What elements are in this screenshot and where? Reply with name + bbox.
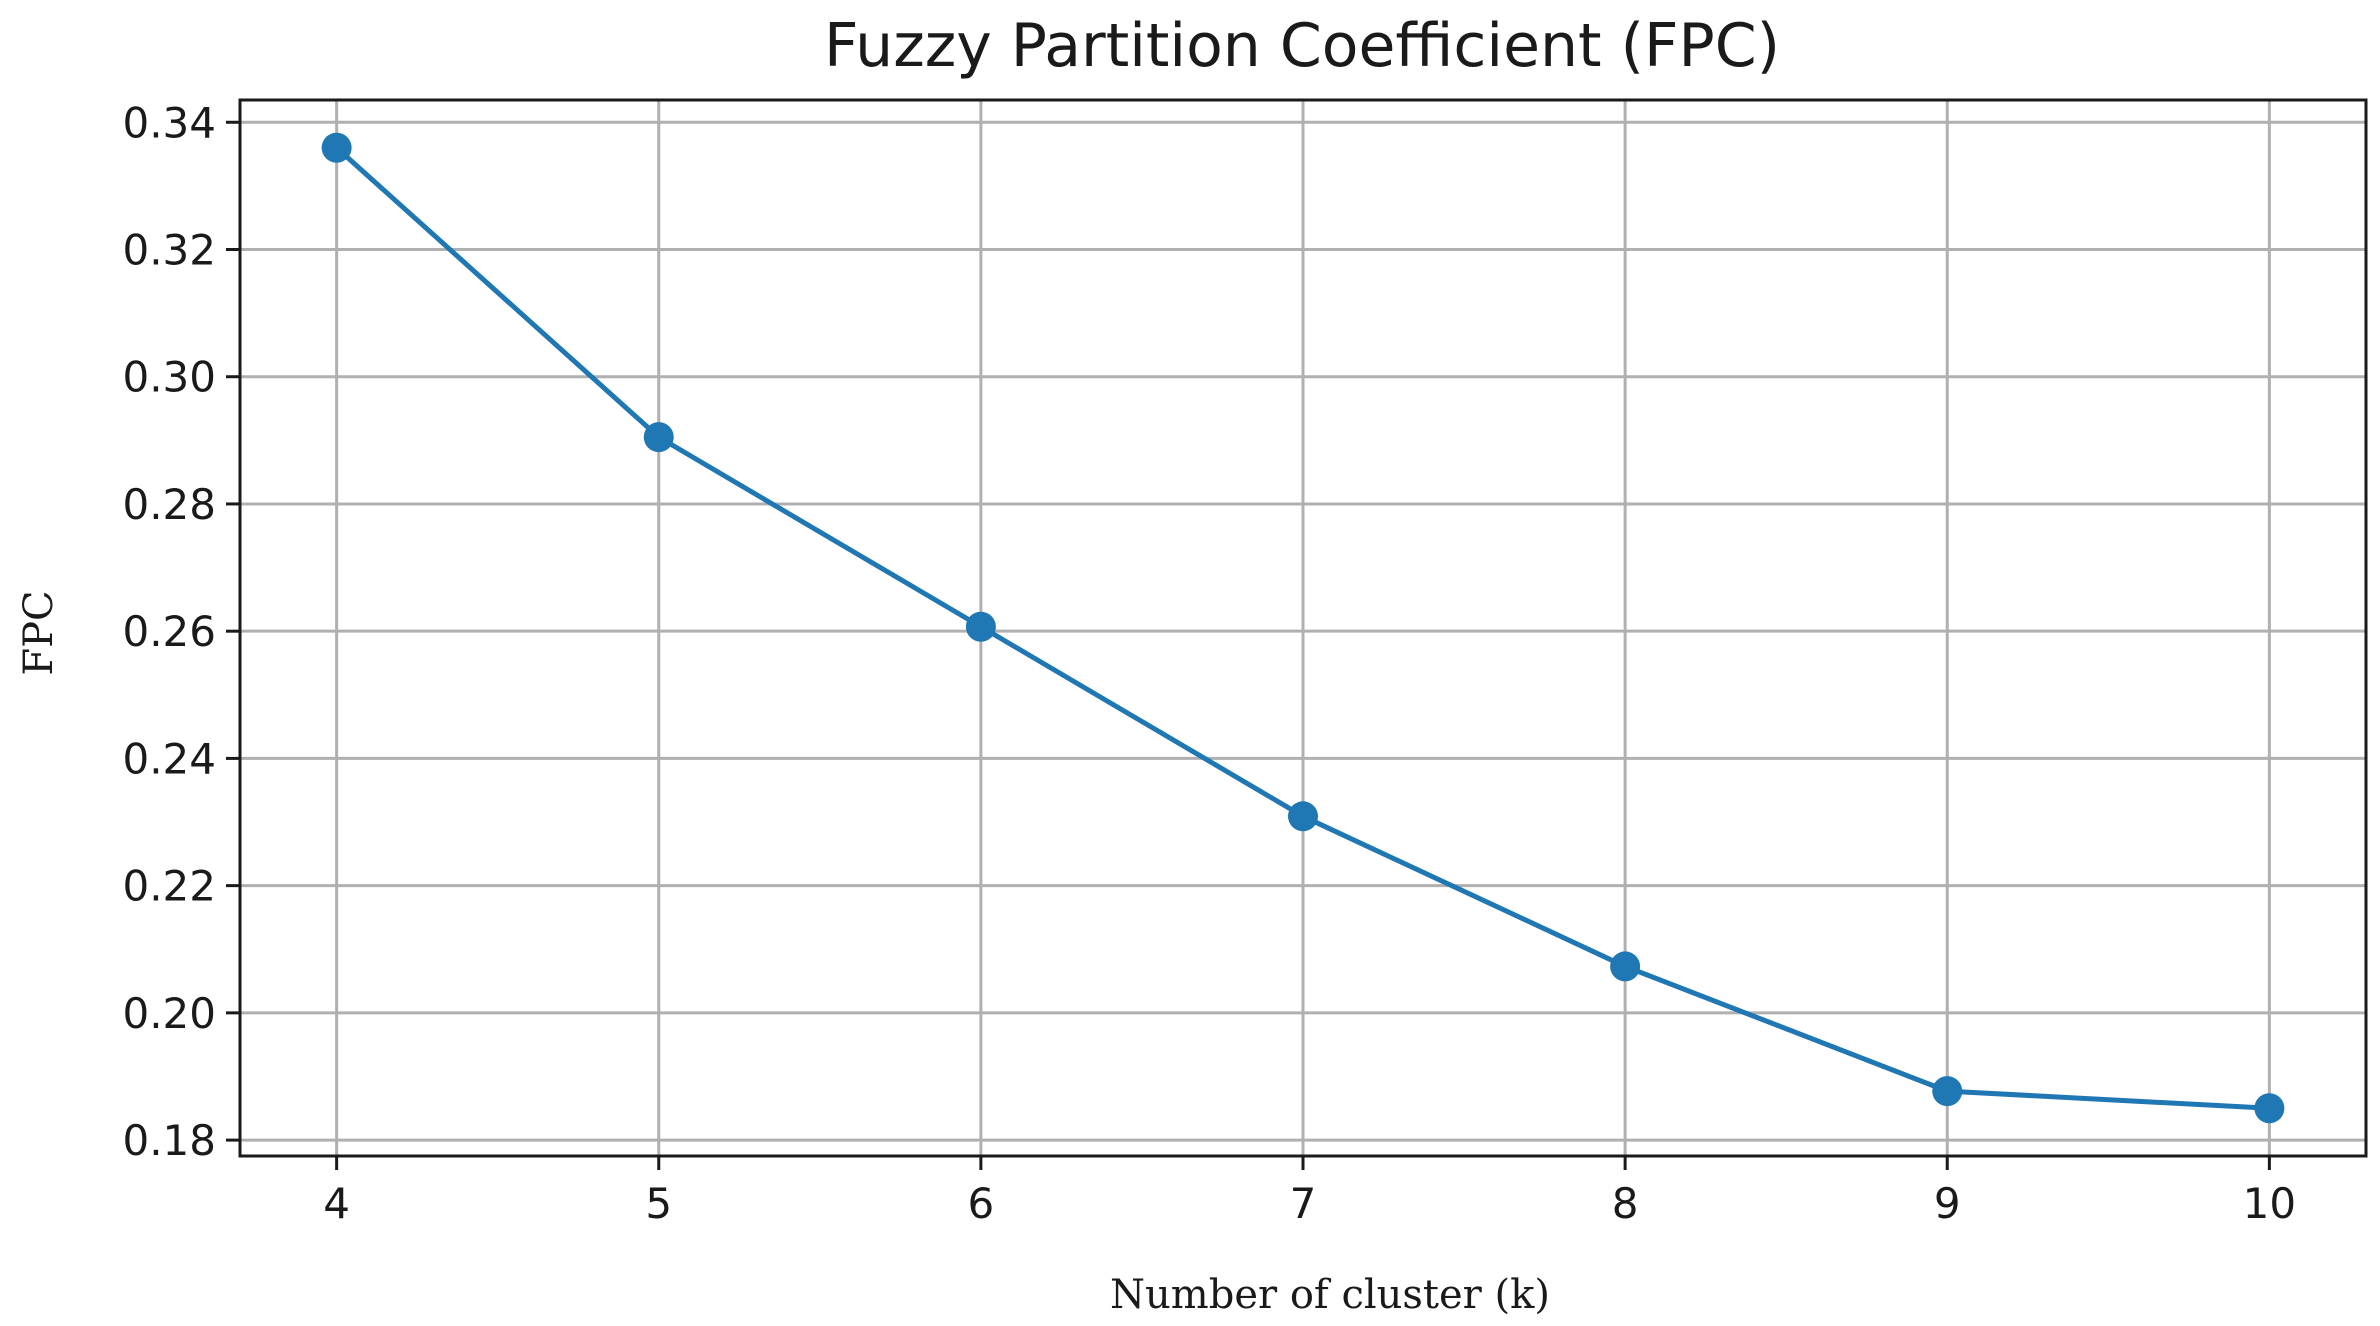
y-tick-label: 0.34 [122, 98, 216, 147]
x-tick-label: 9 [1934, 1179, 1961, 1228]
fpc-data-point [1932, 1076, 1963, 1107]
y-axis-label: FPC [16, 590, 62, 675]
y-tick-label: 0.24 [122, 734, 216, 783]
grid-layer [240, 100, 2366, 1156]
plot-frame [238, 98, 2368, 1158]
series-layer [321, 132, 2285, 1124]
y-tick-label: 0.18 [122, 1116, 216, 1165]
fpc-data-point [1288, 801, 1318, 832]
fpc-data-point [643, 422, 674, 453]
y-tick-label: 0.32 [122, 225, 216, 274]
x-tick-label: 5 [645, 1179, 672, 1228]
x-tick-label: 10 [2243, 1179, 2296, 1228]
fpc-data-point [965, 611, 996, 642]
x-axis-label: Number of cluster (k) [1110, 1272, 1550, 1318]
y-tick-label: 0.30 [122, 353, 216, 402]
fpc-data-point [1610, 951, 1641, 982]
chart-title: Fuzzy Partition Coefficient (FPC) [824, 11, 1780, 81]
x-tick-label: 7 [1290, 1179, 1317, 1228]
y-tick-label: 0.28 [122, 480, 216, 529]
y-tick-label: 0.20 [122, 989, 216, 1038]
fpc-data-point [2254, 1093, 2285, 1124]
fpc-data-point [321, 132, 352, 163]
x-tick-label: 6 [968, 1179, 995, 1228]
x-tick-label: 4 [323, 1179, 350, 1228]
x-tick-label: 8 [1612, 1179, 1639, 1228]
y-tick-label: 0.26 [122, 607, 216, 656]
y-tick-label: 0.22 [122, 862, 216, 911]
axis-layer: 4 5 6 7 8 9 10 0.18 0.20 0.22 0.24 0.26 0.28 0.30 0.32… [122, 98, 2368, 1228]
